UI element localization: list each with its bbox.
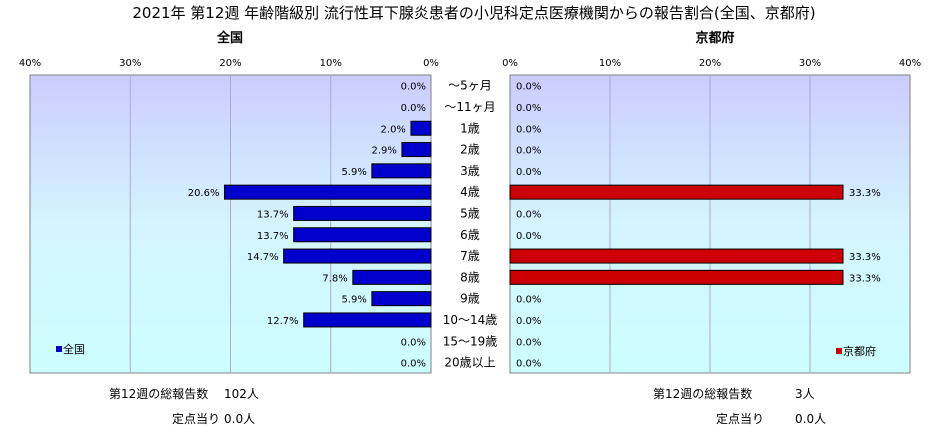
x-tick-label: 40%: [19, 58, 41, 69]
national-total-label: 第12週の総報告数: [109, 386, 208, 401]
ticks-national: 40% 30% 20% 10% 0%: [19, 58, 439, 69]
bar-national: [401, 142, 432, 158]
data-label-kyoto: 33.3%: [849, 188, 881, 199]
bar-national: [352, 269, 432, 285]
bar-national: [371, 163, 432, 179]
legend-national: 全国: [56, 342, 85, 356]
grid-kyoto: [609, 75, 811, 373]
bars-kyoto: 0.0% 0.0% 0.0% 0.0% 0.0% 33.3% 0.0% 0.0% 33.3% 33…: [509, 82, 881, 370]
bar-national: [371, 291, 432, 307]
legend-label-kyoto: 京都府: [843, 344, 876, 358]
bar-national: [410, 120, 432, 136]
x-tick-label: 0%: [502, 58, 518, 69]
data-label-national: 5.9%: [341, 167, 366, 178]
ticks-kyoto: 0% 10% 20% 30% 40%: [502, 58, 921, 69]
data-label-kyoto: 0.0%: [516, 82, 541, 93]
data-label-national: 0.0%: [401, 103, 426, 114]
data-label-national: 0.0%: [401, 82, 426, 93]
category-label: 15～19歳: [443, 334, 498, 348]
data-label-national: 0.0%: [401, 359, 426, 370]
x-tick-label: 40%: [899, 58, 921, 69]
data-label-kyoto: 0.0%: [516, 167, 541, 178]
bar-national: [303, 312, 432, 328]
data-label-national: 20.6%: [188, 188, 220, 199]
data-label-kyoto: 0.0%: [516, 295, 541, 306]
x-tick-label: 10%: [599, 58, 621, 69]
data-label-kyoto: 0.0%: [516, 103, 541, 114]
data-label-kyoto: 0.0%: [516, 316, 541, 327]
data-label-national: 13.7%: [257, 231, 289, 242]
data-label-national: 2.0%: [381, 124, 406, 135]
bar-national: [283, 248, 432, 264]
national-per-label: 定点当り: [172, 411, 220, 426]
data-label-national: 14.7%: [247, 252, 279, 263]
national-total-value: 102人: [224, 387, 259, 401]
category-label: 10～14歳: [443, 313, 498, 327]
legend-swatch-kyoto: [836, 348, 842, 354]
panel-title-kyoto: 京都府: [695, 30, 734, 46]
category-label: 9歳: [460, 292, 480, 306]
x-tick-label: 10%: [320, 58, 342, 69]
data-label-kyoto: 33.3%: [849, 273, 881, 284]
bar-kyoto: [509, 248, 844, 264]
panel-title-national: 全国: [216, 30, 243, 46]
category-labels: ～5ヶ月 ～11ヶ月 1歳 2歳 3歳 4歳 5歳 6歳 7歳 8歳 9歳 10～14歳 15～19歳 2…: [443, 79, 498, 370]
legend-kyoto: 京都府: [836, 344, 876, 358]
category-label: 6歳: [460, 228, 480, 242]
data-label-kyoto: 0.0%: [516, 146, 541, 157]
category-label: 20歳以上: [444, 356, 495, 370]
category-label: 7歳: [460, 249, 480, 263]
kyoto-total-value: 3人: [795, 387, 815, 401]
category-label: ～11ヶ月: [444, 100, 495, 114]
x-tick-label: 20%: [219, 58, 241, 69]
kyoto-per-label: 定点当り: [716, 411, 764, 426]
category-label: 1歳: [460, 121, 480, 135]
data-label-kyoto: 0.0%: [516, 359, 541, 370]
category-label: 4歳: [460, 185, 480, 199]
data-label-kyoto: 0.0%: [516, 124, 541, 135]
data-label-national: 7.8%: [322, 273, 347, 284]
kyoto-per-value: 0.0人: [795, 412, 826, 426]
category-label: 3歳: [460, 164, 480, 178]
category-label: 2歳: [460, 143, 480, 157]
data-label-national: 0.0%: [401, 337, 426, 348]
data-label-kyoto: 0.0%: [516, 231, 541, 242]
data-label-kyoto: 33.3%: [849, 252, 881, 263]
category-label: 8歳: [460, 270, 480, 284]
x-tick-label: 30%: [119, 58, 141, 69]
bar-kyoto: [509, 184, 844, 200]
x-tick-label: 20%: [699, 58, 721, 69]
kyoto-total-label: 第12週の総報告数: [653, 386, 752, 401]
legend-swatch-national: [56, 346, 62, 352]
x-tick-label: 0%: [423, 58, 439, 69]
chart-title: 2021年 第12週 年齢階級別 流行性耳下腺炎患者の小児科定点医療機関からの報…: [132, 4, 815, 22]
data-label-national: 2.9%: [372, 146, 397, 157]
bar-national: [293, 205, 432, 221]
data-label-national: 12.7%: [267, 316, 299, 327]
legend-label-national: 全国: [63, 342, 85, 356]
x-tick-label: 30%: [799, 58, 821, 69]
data-label-national: 13.7%: [257, 209, 289, 220]
bar-kyoto: [509, 269, 844, 285]
category-label: 5歳: [460, 206, 480, 220]
category-label: ～5ヶ月: [448, 79, 492, 93]
bar-national: [223, 184, 432, 200]
bars-national: 0.0% 0.0% 2.0% 2.9% 5.9% 20.6% 13.7% 13.7% 14.7%…: [188, 82, 432, 370]
data-label-kyoto: 0.0%: [516, 337, 541, 348]
data-label-national: 5.9%: [341, 295, 366, 306]
data-label-kyoto: 0.0%: [516, 209, 541, 220]
national-per-value: 0.0人: [224, 412, 255, 426]
bar-national: [293, 227, 432, 243]
